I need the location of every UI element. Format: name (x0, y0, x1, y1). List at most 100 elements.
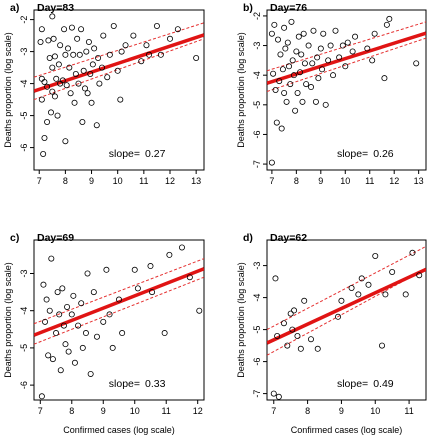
data-point (166, 35, 173, 42)
slope-annotation: slope= 0.33 (109, 378, 166, 390)
data-point (339, 42, 346, 49)
data-point (90, 289, 97, 296)
y-tick-label: -5 (19, 112, 29, 120)
data-point (40, 150, 47, 157)
data-point (271, 21, 278, 28)
data-point (143, 42, 150, 49)
data-point (59, 285, 66, 292)
panel-title: Day=62 (270, 232, 307, 244)
data-point (130, 32, 137, 39)
data-point (348, 284, 355, 291)
data-point (284, 342, 291, 349)
data-point (131, 266, 138, 273)
x-tick-label: 12 (165, 176, 175, 186)
data-point (193, 55, 200, 62)
slope-annotation: slope= 0.49 (337, 378, 394, 390)
data-point (118, 48, 125, 55)
data-point (278, 125, 285, 132)
plot-frame (33, 239, 205, 401)
y-tick-label: -5 (252, 101, 262, 109)
data-point (38, 96, 45, 103)
data-point (117, 96, 124, 103)
x-tick-label: 10 (370, 406, 380, 416)
data-point (293, 48, 300, 55)
x-tick-label: 7 (38, 406, 43, 416)
data-point (72, 71, 79, 78)
data-point (48, 109, 55, 116)
data-point (76, 51, 83, 58)
data-point (153, 22, 160, 29)
data-point (89, 61, 96, 68)
data-point (280, 320, 287, 327)
data-point (63, 82, 70, 89)
data-point (122, 42, 129, 49)
data-point (382, 291, 389, 298)
data-point (149, 289, 156, 296)
data-point (270, 70, 277, 77)
data-point (352, 33, 359, 40)
data-point (57, 367, 64, 374)
plot-frame (266, 239, 427, 401)
data-point (284, 39, 291, 46)
data-point (84, 270, 91, 277)
data-point (83, 48, 90, 55)
data-point (287, 81, 294, 88)
data-point (332, 27, 339, 34)
y-tick-label: -6 (19, 144, 29, 152)
data-point (57, 42, 64, 49)
data-point (409, 249, 416, 256)
data-point (372, 252, 379, 259)
data-point (49, 356, 56, 363)
data-point (54, 112, 61, 119)
data-point (67, 90, 74, 97)
x-tick-label: 9 (318, 176, 323, 186)
data-point (301, 60, 308, 67)
data-point (157, 51, 164, 58)
data-point (51, 93, 58, 100)
data-point (44, 119, 51, 126)
slope-value: 0.49 (373, 378, 394, 390)
ci-lower-line (267, 37, 426, 92)
data-point (50, 35, 57, 42)
data-point (96, 80, 103, 87)
data-point (174, 26, 181, 33)
data-point (37, 39, 44, 46)
data-point (292, 107, 299, 114)
data-point (62, 138, 69, 145)
y-axis-label: Deaths proportion (log scale) (236, 32, 246, 148)
panel-title: Day=69 (37, 232, 74, 244)
data-point (53, 75, 60, 82)
x-tick-label: 12 (193, 406, 203, 416)
data-point (116, 296, 123, 303)
panel-b: 7 8 9 10 11 12 13 -7 -6 -5 -4 -3 -2b) Day=76 slope= 0.2… (236, 2, 427, 186)
x-tick-label: 13 (414, 176, 424, 186)
y-tick-label: -4 (19, 307, 29, 315)
data-point (87, 370, 94, 377)
x-tick-label: 11 (162, 406, 171, 416)
data-point (138, 58, 145, 65)
data-point (338, 297, 345, 304)
y-tick-label: -4 (19, 80, 29, 88)
data-point (308, 84, 315, 91)
x-axis-label: Confirmed cases (log scale) (291, 425, 403, 435)
x-tick-label: 13 (191, 176, 201, 186)
data-point (298, 51, 305, 58)
data-point (344, 39, 351, 46)
data-point (317, 45, 324, 52)
y-tick-label: -5 (19, 344, 29, 352)
data-point (305, 42, 312, 49)
x-tick-label: 8 (69, 406, 74, 416)
data-point (286, 63, 293, 70)
data-point (41, 79, 48, 86)
data-point (288, 18, 295, 25)
panel-title: Day=76 (270, 2, 307, 14)
data-point (381, 75, 388, 82)
data-point (80, 67, 87, 74)
data-point (119, 330, 126, 337)
data-point (161, 330, 168, 337)
slope-value: 0.27 (145, 148, 166, 160)
data-point (45, 352, 52, 359)
data-point (85, 39, 92, 46)
data-point (314, 345, 321, 352)
slope-annotation: slope= 0.27 (109, 148, 166, 160)
